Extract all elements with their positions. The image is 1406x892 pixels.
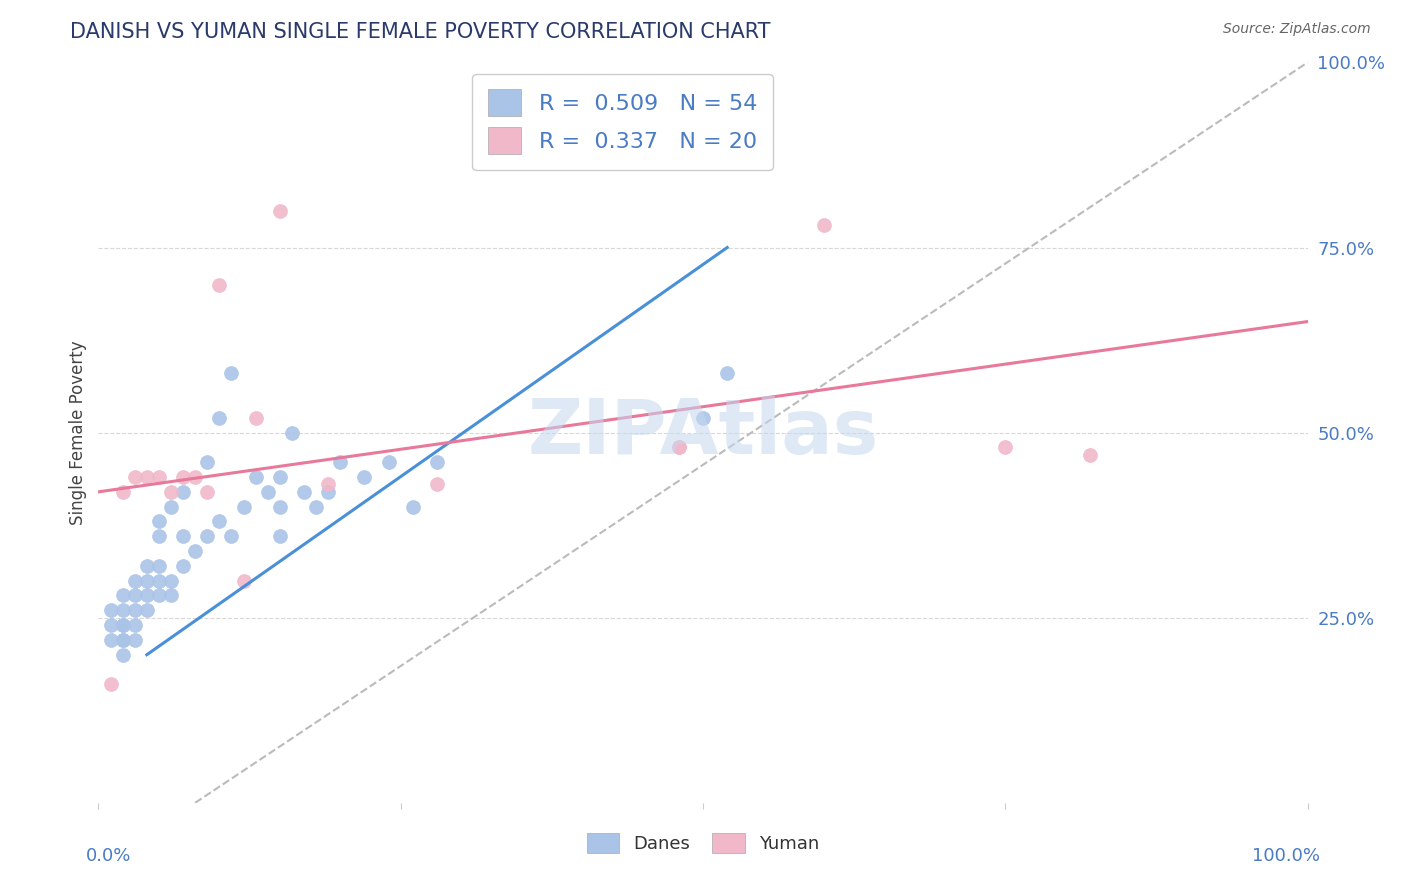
Point	[245, 410, 267, 425]
Point	[692, 410, 714, 425]
Point	[111, 618, 134, 632]
Point	[135, 574, 157, 588]
Point	[426, 455, 449, 469]
Point	[221, 529, 243, 543]
Point	[426, 477, 449, 491]
Point	[111, 603, 134, 617]
Point	[1078, 448, 1101, 462]
Point	[269, 470, 291, 484]
Point	[124, 632, 146, 647]
Point	[111, 589, 134, 603]
Point	[232, 500, 254, 514]
Point	[281, 425, 304, 440]
Point	[135, 589, 157, 603]
Point	[172, 484, 194, 499]
Point	[221, 367, 243, 381]
Point	[160, 484, 183, 499]
Point	[353, 470, 375, 484]
Point	[148, 558, 170, 573]
Point	[668, 441, 690, 455]
Point	[316, 484, 339, 499]
Text: Source: ZipAtlas.com: Source: ZipAtlas.com	[1223, 22, 1371, 37]
Legend: Danes, Yuman: Danes, Yuman	[579, 826, 827, 861]
Point	[135, 558, 157, 573]
Point	[111, 618, 134, 632]
Point	[292, 484, 315, 499]
Point	[148, 574, 170, 588]
Point	[256, 484, 278, 499]
Point	[160, 574, 183, 588]
Point	[195, 529, 218, 543]
Point	[100, 618, 122, 632]
Point	[172, 558, 194, 573]
Point	[668, 441, 690, 455]
Text: 0.0%: 0.0%	[86, 847, 132, 865]
Text: DANISH VS YUMAN SINGLE FEMALE POVERTY CORRELATION CHART: DANISH VS YUMAN SINGLE FEMALE POVERTY CO…	[70, 22, 770, 42]
Point	[111, 632, 134, 647]
Point	[208, 410, 231, 425]
Point	[148, 589, 170, 603]
Point	[269, 203, 291, 218]
Point	[160, 500, 183, 514]
Point	[111, 648, 134, 662]
Point	[232, 574, 254, 588]
Point	[269, 529, 291, 543]
Point	[208, 515, 231, 529]
Point	[377, 455, 399, 469]
Point	[245, 470, 267, 484]
Point	[100, 677, 122, 691]
Point	[148, 515, 170, 529]
Point	[135, 470, 157, 484]
Point	[148, 529, 170, 543]
Point	[111, 484, 134, 499]
Point	[402, 500, 425, 514]
Point	[195, 455, 218, 469]
Text: ZIPAtlas: ZIPAtlas	[527, 396, 879, 469]
Point	[124, 574, 146, 588]
Point	[316, 477, 339, 491]
Point	[813, 219, 835, 233]
Point	[994, 441, 1017, 455]
Point	[124, 618, 146, 632]
Text: 100.0%: 100.0%	[1251, 847, 1320, 865]
Y-axis label: Single Female Poverty: Single Female Poverty	[69, 341, 87, 524]
Point	[160, 589, 183, 603]
Point	[716, 367, 738, 381]
Point	[124, 470, 146, 484]
Point	[195, 484, 218, 499]
Point	[184, 470, 207, 484]
Point	[100, 603, 122, 617]
Point	[124, 589, 146, 603]
Point	[184, 544, 207, 558]
Point	[329, 455, 352, 469]
Point	[124, 603, 146, 617]
Point	[172, 470, 194, 484]
Point	[172, 529, 194, 543]
Point	[208, 277, 231, 292]
Point	[148, 470, 170, 484]
Point	[269, 500, 291, 514]
Point	[135, 603, 157, 617]
Point	[100, 632, 122, 647]
Point	[305, 500, 328, 514]
Point	[111, 632, 134, 647]
